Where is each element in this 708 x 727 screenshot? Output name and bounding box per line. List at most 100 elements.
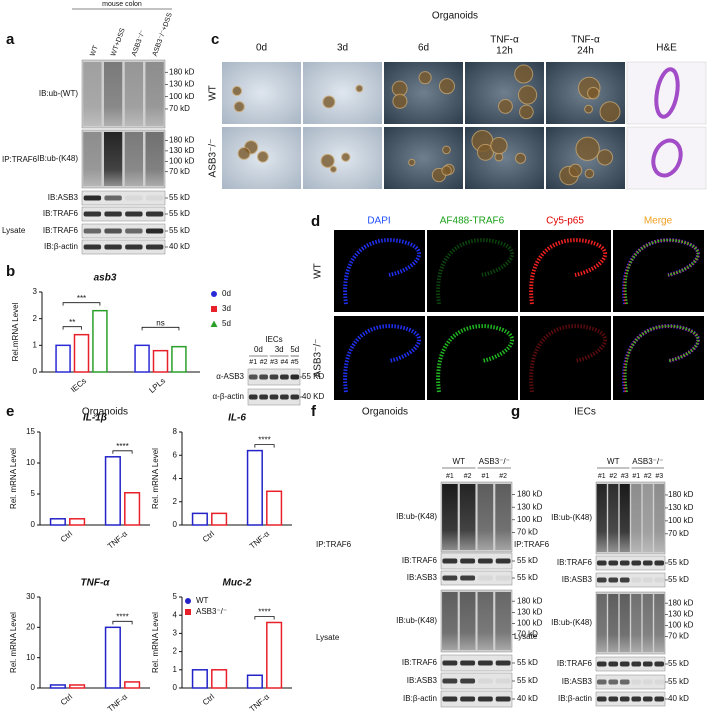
lane-label: #1 — [446, 473, 454, 480]
blot-label: IB:TRAF6 — [43, 226, 79, 235]
lane-label: ASB3⁻/⁻ — [131, 29, 147, 57]
column-label: 6d — [418, 43, 429, 54]
blot-label: IB:ub-(WT) — [39, 89, 78, 98]
micrograph — [626, 126, 707, 190]
marker-label: 55 kD — [517, 658, 538, 667]
significance: **** — [116, 442, 128, 451]
organoid — [320, 153, 335, 168]
band — [125, 228, 143, 234]
band — [442, 575, 458, 581]
organoid — [514, 64, 534, 84]
y-tick-label: 2 — [33, 314, 38, 323]
band — [642, 661, 653, 667]
lane-label: #2 — [609, 473, 617, 480]
panel-label: a — [6, 31, 15, 48]
band — [642, 577, 653, 583]
legend-marker — [210, 320, 218, 327]
organoid — [498, 99, 513, 114]
bar — [211, 512, 228, 526]
band — [280, 374, 289, 380]
band — [477, 575, 493, 581]
group-label: 0d — [254, 345, 263, 354]
band — [596, 560, 607, 566]
micrograph — [303, 62, 382, 124]
bar — [104, 456, 121, 526]
band — [654, 679, 665, 685]
marker-label: 70 kD — [517, 528, 538, 537]
band — [596, 696, 607, 702]
band — [619, 577, 630, 583]
bar — [246, 674, 263, 689]
significance: *** — [77, 294, 86, 303]
organoid — [596, 149, 614, 166]
band — [104, 228, 122, 234]
blot-label: IB:ub-(K48) — [551, 513, 592, 522]
organoid — [476, 143, 494, 161]
band — [248, 374, 258, 380]
y-tick-label: 0 — [31, 520, 36, 529]
legend-label: ASB3⁻/⁻ — [196, 607, 227, 616]
blot-title: IECs — [265, 335, 282, 344]
y-tick-label: 30 — [26, 592, 35, 601]
y-tick-label: 1 — [33, 340, 38, 349]
column-label: TNF-α — [490, 35, 519, 46]
band — [442, 660, 458, 666]
panel-label: c — [211, 31, 219, 48]
band — [654, 696, 665, 702]
blot-label: IB:ub-(K48) — [396, 512, 437, 521]
band — [619, 661, 630, 667]
signal — [343, 324, 421, 393]
legend-label: 5d — [222, 319, 231, 328]
smear — [495, 592, 511, 650]
band — [608, 679, 619, 685]
lane-label: #1 — [249, 359, 257, 366]
band — [83, 228, 102, 234]
column-label: DAPI — [367, 216, 390, 227]
organoid — [575, 136, 600, 161]
bar — [55, 344, 71, 373]
row-label: WT — [313, 263, 324, 279]
panel-title: Organoids — [362, 407, 408, 418]
band — [495, 660, 511, 666]
significance-bracket — [254, 616, 275, 620]
panel-label: d — [311, 213, 320, 230]
organoid — [408, 158, 416, 167]
band — [442, 678, 458, 684]
significance: ** — [69, 318, 75, 327]
x-tick-label: Ctrl — [59, 529, 74, 544]
y-tick-label: 4 — [173, 474, 178, 483]
blot-label: IB:ub-(K48) — [37, 154, 78, 163]
significance-bracket — [62, 302, 101, 306]
significance: **** — [116, 612, 128, 621]
row-label: ASB3⁻/⁻ — [313, 339, 324, 378]
band — [495, 558, 511, 564]
x-tick-label: Ctrl — [201, 529, 216, 544]
signal — [529, 324, 607, 393]
lane-label: #2 — [499, 473, 507, 480]
blot — [595, 591, 666, 655]
band — [654, 577, 665, 583]
blot-label: IB:β-actin — [44, 242, 78, 251]
marker-label: 55 kD — [169, 209, 190, 218]
band — [460, 678, 476, 684]
bar — [124, 492, 141, 526]
marker-label: 40 kD — [668, 694, 689, 703]
y-tick-label: 6 — [173, 450, 178, 459]
band — [460, 696, 476, 702]
y-tick-label: 4 — [173, 610, 178, 619]
blot-label: IB:β-actin — [558, 694, 592, 703]
smear — [442, 592, 458, 650]
column-label: 3d — [337, 43, 348, 54]
marker-label: 180 kD — [517, 490, 543, 499]
marker-label: 55 kD — [517, 556, 538, 565]
bar — [171, 345, 187, 373]
organoid — [322, 95, 336, 109]
band — [145, 211, 164, 217]
band — [125, 244, 143, 250]
y-axis-label: Rel. mRNA Level — [151, 612, 160, 673]
band — [642, 679, 653, 685]
legend-marker — [185, 609, 191, 615]
bar — [246, 449, 263, 526]
band — [619, 679, 630, 685]
organoid — [341, 152, 351, 162]
